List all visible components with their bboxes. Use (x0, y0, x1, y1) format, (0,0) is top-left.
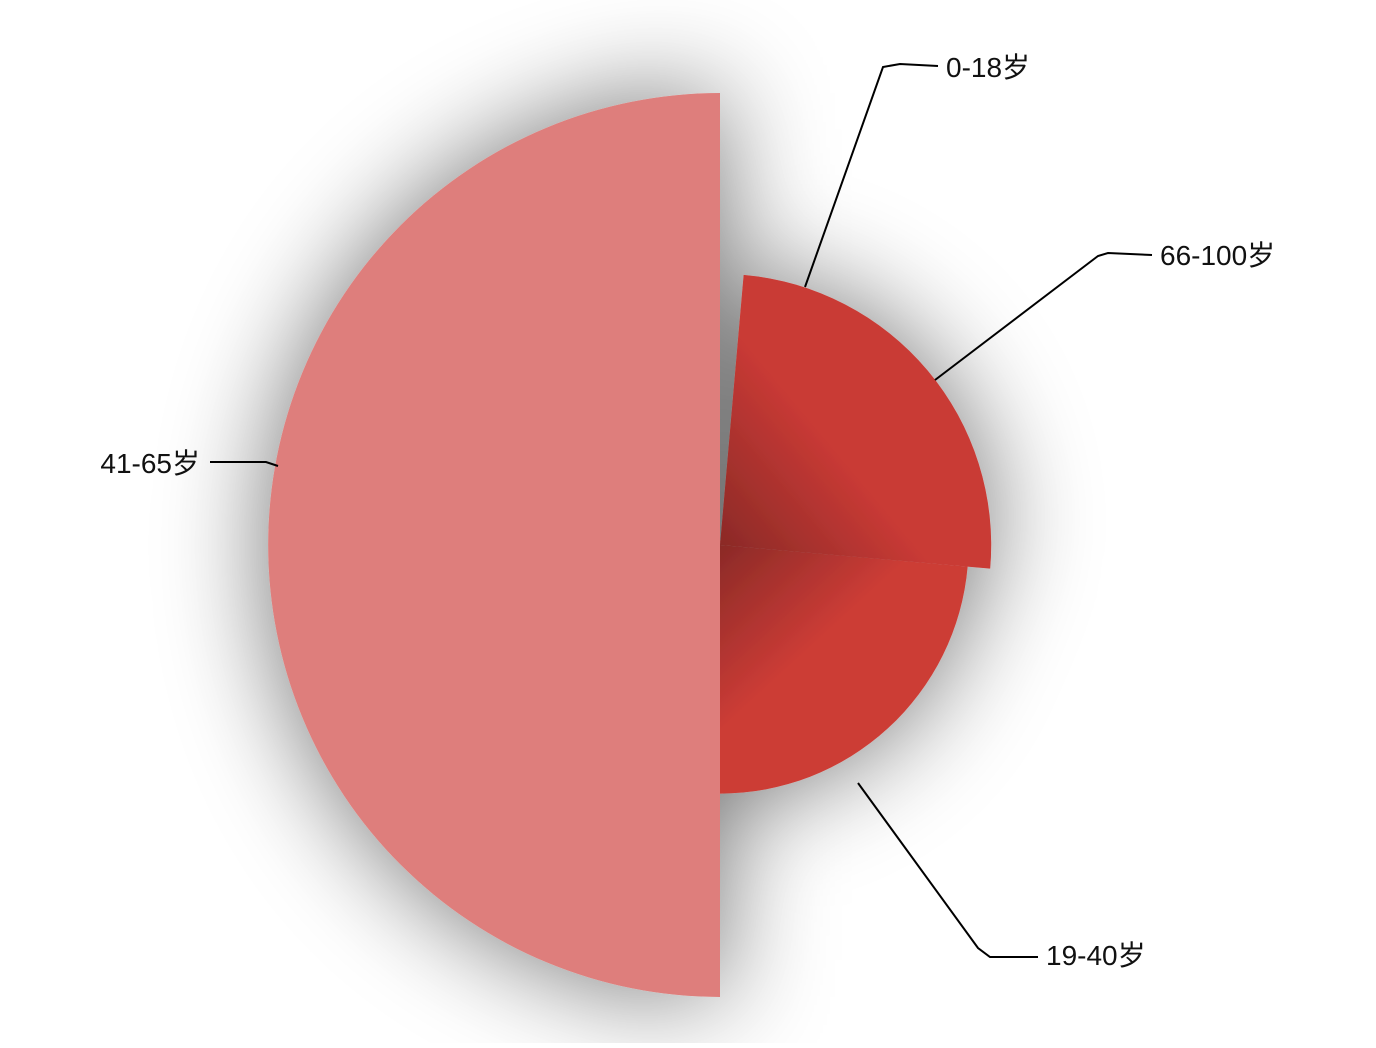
slice-66-100岁[interactable] (720, 275, 991, 569)
slices-layer (268, 93, 991, 997)
leader-line-41-65岁 (210, 462, 278, 466)
slice-label-66-100岁: 66-100岁 (1160, 240, 1275, 271)
slice-label-19-40岁: 19-40岁 (1046, 940, 1146, 971)
leader-line-19-40岁 (858, 783, 1038, 957)
slice-label-0-18岁: 0-18岁 (946, 52, 1030, 83)
slice-41-65岁[interactable] (268, 93, 720, 997)
slice-19-40岁[interactable] (720, 545, 968, 794)
leader-line-66-100岁 (935, 253, 1152, 380)
slice-label-41-65岁: 41-65岁 (100, 448, 200, 479)
leader-line-0-18岁 (805, 64, 938, 287)
